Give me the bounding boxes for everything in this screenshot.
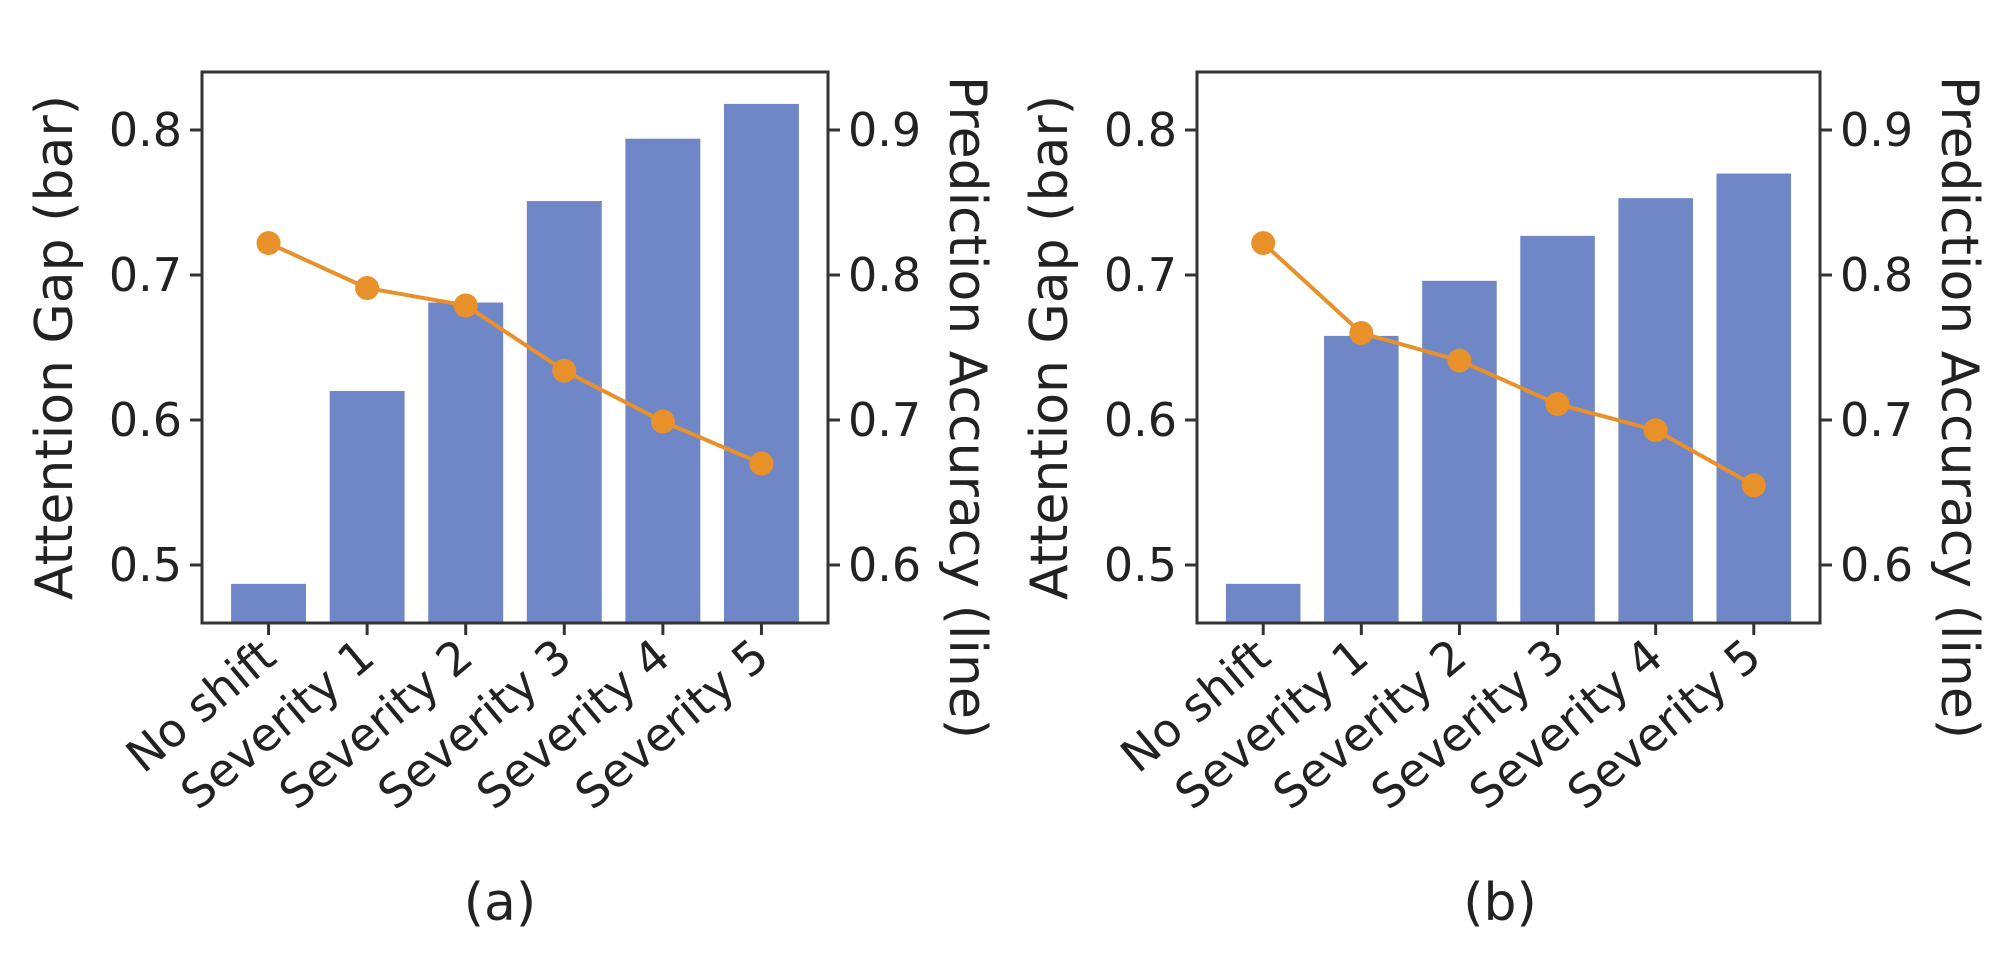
right-tick-label: 0.7 [848, 393, 921, 447]
accuracy-point-1 [1251, 231, 1276, 256]
accuracy-point-6 [1741, 473, 1766, 498]
bar-5 [1618, 198, 1693, 623]
left-tick-label: 0.7 [1104, 248, 1177, 302]
right-tick-label: 0.9 [848, 103, 921, 157]
panel-label: (b) [1463, 873, 1537, 933]
bar-6 [723, 103, 799, 623]
left-tick-label: 0.8 [109, 103, 182, 157]
left-tick-label: 0.5 [1104, 538, 1177, 592]
left-tick-label: 0.8 [1104, 103, 1177, 157]
panel-b: 0.50.60.70.80.60.70.80.9No shiftSeverity… [1020, 70, 1989, 933]
accuracy-line [1261, 241, 1755, 487]
right-tick-label: 0.6 [848, 538, 921, 592]
right-tick-label: 0.9 [1840, 103, 1913, 157]
left-axis-label: Attention Gap (bar) [25, 95, 85, 600]
bar-2 [329, 391, 405, 623]
accuracy-line [267, 241, 763, 466]
bar-2 [1324, 335, 1399, 623]
accuracy-point-2 [355, 276, 380, 301]
bar-3 [1422, 280, 1497, 623]
accuracy-point-2 [1349, 321, 1374, 345]
bar-6 [1716, 173, 1792, 623]
left-tick-label: 0.6 [109, 393, 182, 447]
bar-4 [1520, 235, 1595, 623]
axes-frame [1195, 70, 1822, 625]
accuracy-point-4 [552, 358, 577, 383]
accuracy-point-5 [1643, 418, 1668, 443]
bar-1 [231, 583, 307, 623]
bar-5 [625, 138, 701, 623]
accuracy-point-4 [1545, 392, 1570, 417]
accuracy-point-1 [256, 231, 281, 256]
right-tick-label: 0.8 [848, 248, 921, 302]
accuracy-point-5 [650, 409, 675, 434]
left-axis-label: Attention Gap (bar) [1020, 95, 1080, 600]
bar-3 [428, 302, 504, 623]
left-tick-label: 0.5 [109, 538, 182, 592]
accuracy-point-6 [749, 451, 774, 476]
bar-4 [526, 201, 602, 624]
left-tick-label: 0.6 [1104, 393, 1177, 447]
accuracy-point-3 [453, 293, 478, 318]
right-axis-label: Prediction Accuracy (line) [1929, 76, 1989, 739]
panel-label: (a) [464, 873, 536, 933]
right-tick-label: 0.6 [1840, 538, 1913, 592]
left-tick-label: 0.7 [109, 248, 182, 302]
right-tick-label: 0.7 [1840, 393, 1913, 447]
right-axis-label: Prediction Accuracy (line) [937, 76, 997, 739]
accuracy-point-3 [1447, 348, 1472, 373]
bar-1 [1225, 583, 1301, 623]
panel-a: 0.50.60.70.80.60.70.80.9No shiftSeverity… [25, 70, 997, 933]
right-tick-label: 0.8 [1840, 248, 1913, 302]
axes-frame [200, 70, 830, 625]
